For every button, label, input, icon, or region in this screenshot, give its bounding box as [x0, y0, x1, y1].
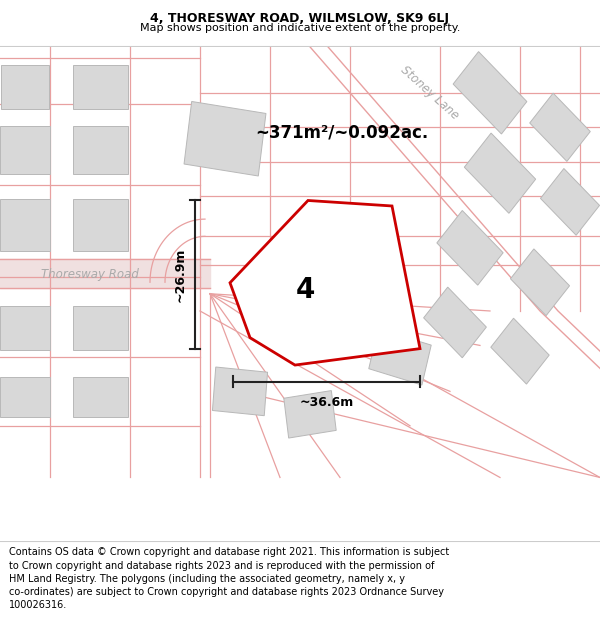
Polygon shape [1, 65, 49, 109]
Polygon shape [369, 329, 431, 385]
Polygon shape [541, 169, 599, 235]
Text: 4, THORESWAY ROAD, WILMSLOW, SK9 6LJ: 4, THORESWAY ROAD, WILMSLOW, SK9 6LJ [151, 12, 449, 25]
Polygon shape [284, 391, 336, 438]
Polygon shape [230, 201, 420, 365]
Polygon shape [347, 268, 403, 320]
Polygon shape [0, 126, 50, 174]
Polygon shape [212, 367, 268, 416]
Polygon shape [511, 249, 569, 316]
Text: ~371m²/~0.092ac.: ~371m²/~0.092ac. [255, 124, 428, 142]
Polygon shape [0, 306, 50, 350]
Text: Contains OS data © Crown copyright and database right 2021. This information is : Contains OS data © Crown copyright and d… [9, 548, 449, 610]
Text: Map shows position and indicative extent of the property.: Map shows position and indicative extent… [140, 22, 460, 32]
Polygon shape [424, 287, 487, 357]
Polygon shape [464, 133, 536, 213]
Polygon shape [453, 52, 527, 134]
Text: 4: 4 [296, 276, 316, 304]
Polygon shape [73, 126, 128, 174]
Polygon shape [184, 101, 266, 176]
Polygon shape [491, 318, 549, 384]
Text: Thoresway Road: Thoresway Road [41, 268, 139, 281]
Polygon shape [73, 306, 128, 350]
Text: ~26.9m: ~26.9m [173, 248, 187, 302]
Text: ~36.6m: ~36.6m [299, 396, 353, 409]
Polygon shape [0, 199, 50, 251]
Polygon shape [73, 199, 128, 251]
Polygon shape [0, 377, 50, 418]
Polygon shape [73, 65, 128, 109]
Polygon shape [73, 377, 128, 418]
Text: Stoney Lane: Stoney Lane [398, 63, 461, 122]
Polygon shape [530, 93, 590, 161]
Polygon shape [437, 211, 503, 285]
